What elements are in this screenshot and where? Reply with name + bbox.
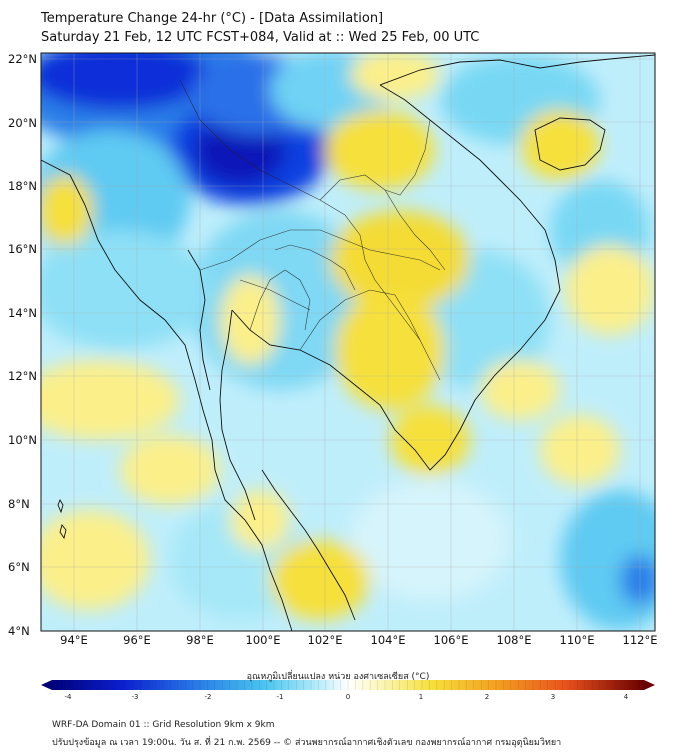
lon-label-102e: 102°E [307,633,343,647]
lat-label-14n: 14°N [8,306,37,320]
lon-label-98e: 98°E [186,633,214,647]
map-frame [40,52,656,632]
lat-label-22n: 22°N [8,52,37,66]
lon-label-110e: 110°E [559,633,595,647]
lat-label-10n: 10°N [8,433,37,447]
lat-label-6n: 6°N [8,560,30,574]
colorbar-tick: 0 [345,693,351,701]
colorbar-title: อุณหภูมิเปลี่ยนแปลง หน่วย องศาเซลเซียส (… [246,672,430,682]
country-borders [179,79,446,381]
colorbar-tick: 3 [550,693,556,701]
colorbar-tick: -2 [204,693,212,701]
footer-credit: ปรับปรุงข้อมูล ณ เวลา 19:00น. วัน ส. ที่… [52,738,562,748]
lat-label-18n: 18°N [8,179,37,193]
lon-label-106e: 106°E [433,633,469,647]
lat-label-8n: 8°N [8,497,30,511]
map-title: Temperature Change 24-hr (°C) - [Data As… [41,11,384,26]
lon-label-108e: 108°E [496,633,532,647]
lon-label-94e: 94°E [60,633,88,647]
colorbar-tick: -1 [276,693,284,701]
colorbar-tick: 1 [418,693,424,701]
lat-label-20n: 20°N [8,116,37,130]
lat-label-12n: 12°N [8,369,37,383]
colorbar-tick: -3 [131,693,139,701]
temperature-field [41,53,655,631]
lon-label-104e: 104°E [370,633,406,647]
colorbar-tick: -4 [64,693,72,701]
lat-label-16n: 16°N [8,242,37,256]
lat-label-4n: 4°N [8,624,30,638]
lon-label-96e: 96°E [123,633,151,647]
colorbar [41,680,655,690]
footer-model-info: WRF-DA Domain 01 :: Grid Resolution 9km … [52,720,275,730]
colorbar-tick: 2 [484,693,490,701]
coastlines [41,54,655,631]
map-subtitle: Saturday 21 Feb, 12 UTC FCST+084, Valid … [41,30,480,45]
lon-label-112e: 112°E [622,633,658,647]
colorbar-tick: 4 [623,693,629,701]
lon-label-100e: 100°E [245,633,281,647]
